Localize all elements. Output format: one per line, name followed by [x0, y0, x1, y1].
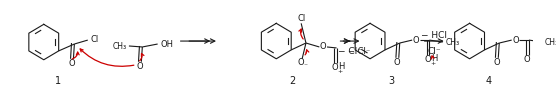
Text: − Cl⁻: − Cl⁻ [338, 47, 362, 56]
Text: Cl: Cl [90, 35, 98, 44]
Text: OH: OH [161, 40, 173, 49]
Text: 1: 1 [55, 76, 61, 86]
Text: − Cl⁻: − Cl⁻ [349, 47, 371, 56]
Text: 3: 3 [388, 76, 394, 86]
Text: ⁻: ⁻ [304, 61, 308, 70]
Text: O: O [524, 55, 530, 64]
Text: +: + [338, 69, 343, 74]
Text: O: O [298, 58, 305, 67]
Text: O: O [136, 62, 143, 71]
Text: +: + [430, 61, 436, 66]
Text: O: O [413, 36, 419, 45]
Text: O: O [394, 58, 400, 67]
Text: CH₃: CH₃ [112, 42, 126, 51]
Text: H: H [338, 62, 345, 71]
Text: O: O [512, 36, 519, 45]
Text: O: O [493, 58, 500, 67]
Text: Cl: Cl [297, 14, 305, 23]
Text: O: O [424, 55, 431, 64]
Text: CH₃: CH₃ [545, 38, 556, 47]
Text: Cl⁻: Cl⁻ [428, 47, 441, 56]
Text: CH₃: CH₃ [445, 38, 459, 47]
Text: O: O [320, 42, 326, 51]
Text: 2: 2 [290, 76, 296, 86]
Text: − HCl: − HCl [421, 31, 447, 40]
Text: 4: 4 [485, 76, 492, 86]
Text: H: H [431, 54, 438, 63]
Text: O: O [331, 63, 338, 72]
Text: O: O [68, 59, 75, 68]
